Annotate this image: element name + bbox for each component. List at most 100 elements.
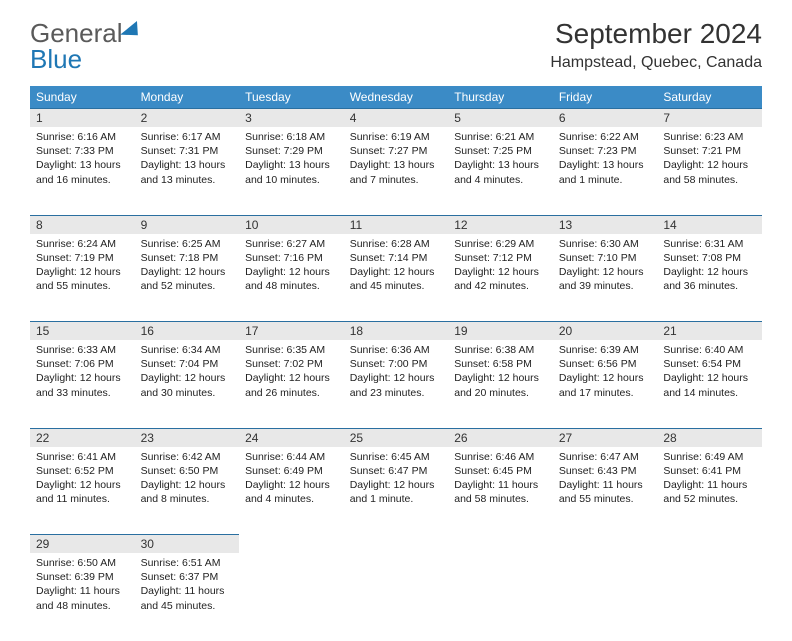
sunrise-text: Sunrise: 6:47 AM: [559, 450, 652, 464]
sunset-text: Sunset: 6:54 PM: [663, 357, 756, 371]
sunrise-text: Sunrise: 6:17 AM: [141, 130, 234, 144]
daylight-text: and 52 minutes.: [663, 492, 756, 506]
day-cell: Sunrise: 6:19 AMSunset: 7:27 PMDaylight:…: [344, 127, 449, 215]
day-number: 7: [657, 109, 762, 128]
day-cell: Sunrise: 6:33 AMSunset: 7:06 PMDaylight:…: [30, 340, 135, 428]
daylight-text: and 14 minutes.: [663, 386, 756, 400]
sunrise-text: Sunrise: 6:44 AM: [245, 450, 338, 464]
day-cell: [344, 553, 449, 641]
day-number: 17: [239, 322, 344, 341]
sunset-text: Sunset: 7:14 PM: [350, 251, 443, 265]
location: Hampstead, Quebec, Canada: [550, 54, 762, 72]
day-cell: Sunrise: 6:46 AMSunset: 6:45 PMDaylight:…: [448, 447, 553, 535]
sunset-text: Sunset: 7:29 PM: [245, 144, 338, 158]
day-number: 11: [344, 215, 449, 234]
day-cell: Sunrise: 6:18 AMSunset: 7:29 PMDaylight:…: [239, 127, 344, 215]
day-number-row: 15161718192021: [30, 322, 762, 341]
day-number: 14: [657, 215, 762, 234]
daylight-text: and 17 minutes.: [559, 386, 652, 400]
day-cell: Sunrise: 6:38 AMSunset: 6:58 PMDaylight:…: [448, 340, 553, 428]
day-content-row: Sunrise: 6:33 AMSunset: 7:06 PMDaylight:…: [30, 340, 762, 428]
daylight-text: Daylight: 12 hours: [245, 371, 338, 385]
day-cell: Sunrise: 6:50 AMSunset: 6:39 PMDaylight:…: [30, 553, 135, 641]
weekday-header: Friday: [553, 86, 658, 109]
sunset-text: Sunset: 6:49 PM: [245, 464, 338, 478]
daylight-text: and 23 minutes.: [350, 386, 443, 400]
day-cell: Sunrise: 6:47 AMSunset: 6:43 PMDaylight:…: [553, 447, 658, 535]
day-number: 9: [135, 215, 240, 234]
sunrise-text: Sunrise: 6:41 AM: [36, 450, 129, 464]
sunrise-text: Sunrise: 6:29 AM: [454, 237, 547, 251]
daylight-text: Daylight: 12 hours: [36, 478, 129, 492]
daylight-text: Daylight: 13 hours: [245, 158, 338, 172]
sunset-text: Sunset: 6:58 PM: [454, 357, 547, 371]
daylight-text: Daylight: 13 hours: [350, 158, 443, 172]
daylight-text: Daylight: 11 hours: [454, 478, 547, 492]
day-cell: Sunrise: 6:42 AMSunset: 6:50 PMDaylight:…: [135, 447, 240, 535]
day-number: 1: [30, 109, 135, 128]
sunset-text: Sunset: 7:19 PM: [36, 251, 129, 265]
sunset-text: Sunset: 7:04 PM: [141, 357, 234, 371]
daylight-text: and 7 minutes.: [350, 173, 443, 187]
sunrise-text: Sunrise: 6:25 AM: [141, 237, 234, 251]
day-number: 25: [344, 428, 449, 447]
daylight-text: Daylight: 12 hours: [663, 265, 756, 279]
day-number: 6: [553, 109, 658, 128]
day-number: 28: [657, 428, 762, 447]
day-content-row: Sunrise: 6:50 AMSunset: 6:39 PMDaylight:…: [30, 553, 762, 641]
daylight-text: and 42 minutes.: [454, 279, 547, 293]
weekday-header: Monday: [135, 86, 240, 109]
day-number-row: 891011121314: [30, 215, 762, 234]
day-number: 29: [30, 535, 135, 554]
sunrise-text: Sunrise: 6:39 AM: [559, 343, 652, 357]
sunrise-text: Sunrise: 6:45 AM: [350, 450, 443, 464]
day-cell: Sunrise: 6:24 AMSunset: 7:19 PMDaylight:…: [30, 234, 135, 322]
sunset-text: Sunset: 6:41 PM: [663, 464, 756, 478]
day-number: 18: [344, 322, 449, 341]
daylight-text: and 52 minutes.: [141, 279, 234, 293]
daylight-text: and 20 minutes.: [454, 386, 547, 400]
daylight-text: Daylight: 11 hours: [559, 478, 652, 492]
logo-text-blue: Blue: [30, 44, 82, 75]
sunset-text: Sunset: 6:37 PM: [141, 570, 234, 584]
day-cell: Sunrise: 6:22 AMSunset: 7:23 PMDaylight:…: [553, 127, 658, 215]
sunset-text: Sunset: 7:12 PM: [454, 251, 547, 265]
sunset-text: Sunset: 6:47 PM: [350, 464, 443, 478]
calendar-table: Sunday Monday Tuesday Wednesday Thursday…: [30, 86, 762, 641]
day-cell: Sunrise: 6:21 AMSunset: 7:25 PMDaylight:…: [448, 127, 553, 215]
daylight-text: Daylight: 11 hours: [141, 584, 234, 598]
day-number: 8: [30, 215, 135, 234]
sunrise-text: Sunrise: 6:33 AM: [36, 343, 129, 357]
day-number: 21: [657, 322, 762, 341]
day-number: 13: [553, 215, 658, 234]
sunrise-text: Sunrise: 6:51 AM: [141, 556, 234, 570]
sunrise-text: Sunrise: 6:42 AM: [141, 450, 234, 464]
sunrise-text: Sunrise: 6:38 AM: [454, 343, 547, 357]
daylight-text: Daylight: 12 hours: [141, 371, 234, 385]
sunrise-text: Sunrise: 6:23 AM: [663, 130, 756, 144]
sunset-text: Sunset: 7:21 PM: [663, 144, 756, 158]
day-number: 2: [135, 109, 240, 128]
daylight-text: and 26 minutes.: [245, 386, 338, 400]
sunset-text: Sunset: 7:06 PM: [36, 357, 129, 371]
daylight-text: Daylight: 12 hours: [36, 371, 129, 385]
sunset-text: Sunset: 7:00 PM: [350, 357, 443, 371]
day-cell: Sunrise: 6:35 AMSunset: 7:02 PMDaylight:…: [239, 340, 344, 428]
daylight-text: Daylight: 12 hours: [141, 478, 234, 492]
daylight-text: and 39 minutes.: [559, 279, 652, 293]
day-number: 10: [239, 215, 344, 234]
sunset-text: Sunset: 6:45 PM: [454, 464, 547, 478]
daylight-text: and 36 minutes.: [663, 279, 756, 293]
daylight-text: and 45 minutes.: [141, 599, 234, 613]
daylight-text: Daylight: 13 hours: [36, 158, 129, 172]
day-number: 5: [448, 109, 553, 128]
daylight-text: and 33 minutes.: [36, 386, 129, 400]
weekday-header: Thursday: [448, 86, 553, 109]
daylight-text: and 45 minutes.: [350, 279, 443, 293]
day-number: 30: [135, 535, 240, 554]
daylight-text: and 4 minutes.: [454, 173, 547, 187]
daylight-text: Daylight: 12 hours: [663, 158, 756, 172]
day-number-row: 2930: [30, 535, 762, 554]
sunrise-text: Sunrise: 6:16 AM: [36, 130, 129, 144]
sunset-text: Sunset: 7:18 PM: [141, 251, 234, 265]
